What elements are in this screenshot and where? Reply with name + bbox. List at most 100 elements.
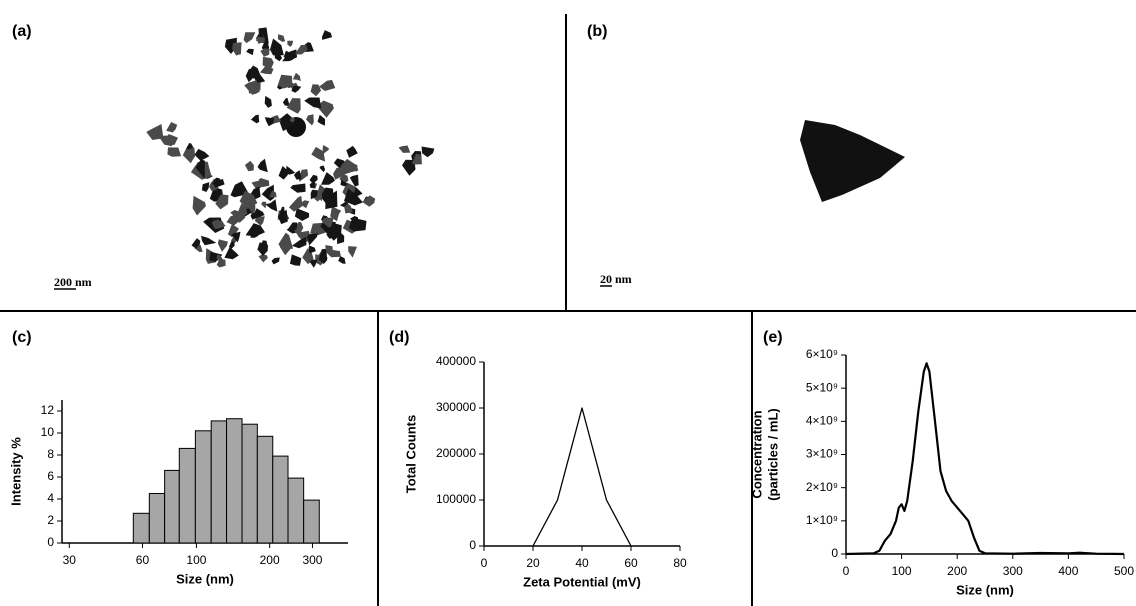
y-tick-label: 5×10⁹ xyxy=(806,380,838,394)
particle xyxy=(310,189,318,200)
particle xyxy=(166,122,178,133)
particle xyxy=(265,199,278,212)
particle xyxy=(283,50,293,61)
scale-bar-label: 20 nm xyxy=(600,272,632,286)
particle xyxy=(349,174,359,187)
particle xyxy=(277,74,293,89)
x-tick-label: 300 xyxy=(1003,564,1023,578)
panel-label: (c) xyxy=(12,329,32,346)
bar xyxy=(178,447,196,544)
particle xyxy=(250,114,260,124)
particle xyxy=(264,95,272,108)
x-tick-label: 60 xyxy=(136,553,150,567)
x-tick-label: 400 xyxy=(1058,564,1078,578)
x-tick-label: 80 xyxy=(673,556,687,570)
particle xyxy=(321,172,335,185)
particle xyxy=(326,230,336,239)
panel-label: (d) xyxy=(389,329,409,346)
particle xyxy=(262,56,274,70)
x-tick-label: 0 xyxy=(481,556,488,570)
particle xyxy=(239,190,258,208)
particle xyxy=(217,239,228,252)
x-tick-label: 40 xyxy=(575,556,589,570)
particle xyxy=(211,220,226,230)
particle xyxy=(254,73,266,84)
y-tick-label: 2×10⁹ xyxy=(806,480,838,494)
particle xyxy=(261,201,267,209)
particle xyxy=(290,183,306,193)
x-tick-label: 60 xyxy=(624,556,638,570)
particle xyxy=(308,245,316,254)
y-tick-label: 6×10⁹ xyxy=(806,347,838,361)
particle xyxy=(319,165,326,173)
particle xyxy=(309,259,318,268)
particle xyxy=(255,36,265,44)
particle xyxy=(274,54,283,62)
y-tick-label: 10 xyxy=(41,425,55,439)
bar xyxy=(256,435,274,544)
particle xyxy=(343,188,363,206)
particle xyxy=(191,238,201,249)
particle xyxy=(353,187,363,197)
particle xyxy=(215,194,229,210)
particle xyxy=(311,146,326,162)
particle xyxy=(316,100,334,118)
particle xyxy=(349,216,359,223)
particle xyxy=(257,158,268,173)
particle xyxy=(310,84,322,97)
x-axis-title: Zeta Potential (mV) xyxy=(523,574,641,589)
x-tick-label: 300 xyxy=(302,553,322,567)
bar xyxy=(164,469,180,544)
particle xyxy=(231,231,241,243)
panel-label: (a) xyxy=(12,23,32,40)
particle xyxy=(194,244,203,252)
particle xyxy=(163,134,178,146)
tem-images xyxy=(146,27,905,268)
particle xyxy=(362,195,376,207)
particle xyxy=(321,217,334,228)
particle xyxy=(341,158,359,173)
particle xyxy=(325,190,338,210)
particle xyxy=(291,236,307,249)
particle xyxy=(201,235,217,246)
y-tick-label: 400000 xyxy=(436,354,476,368)
particle xyxy=(307,233,318,246)
particle xyxy=(322,30,333,40)
particle xyxy=(264,117,275,127)
x-tick-label: 20 xyxy=(526,556,540,570)
particle xyxy=(257,242,268,256)
y-tick-label: 4×10⁹ xyxy=(806,414,838,428)
particle xyxy=(306,114,314,126)
y-axis-title: Concentration xyxy=(749,410,764,498)
particle xyxy=(253,82,261,95)
particle xyxy=(286,98,301,114)
particle xyxy=(325,245,333,255)
particle xyxy=(344,203,353,214)
x-tick-label: 200 xyxy=(260,553,280,567)
particle xyxy=(278,166,290,180)
particle xyxy=(194,148,210,161)
particle xyxy=(289,117,295,123)
particle xyxy=(251,180,265,191)
x-axis-title: Size (nm) xyxy=(956,582,1014,597)
particle xyxy=(309,181,315,189)
y-tick-label: 100000 xyxy=(436,492,476,506)
x-tick-label: 500 xyxy=(1114,564,1134,578)
particle xyxy=(192,195,206,216)
particle xyxy=(317,114,326,126)
bar xyxy=(210,420,228,544)
particle xyxy=(277,209,288,225)
particle xyxy=(195,159,205,179)
particle xyxy=(201,182,210,192)
y-axis-title: (particles / mL) xyxy=(765,408,780,500)
particle xyxy=(246,48,254,56)
particle xyxy=(421,146,435,158)
bar xyxy=(226,418,243,544)
particle xyxy=(186,143,194,150)
particle xyxy=(232,210,246,223)
particle xyxy=(271,257,280,265)
particle xyxy=(245,68,258,83)
particle xyxy=(294,208,310,221)
x-tick-label: 100 xyxy=(892,564,912,578)
y-tick-label: 3×10⁹ xyxy=(806,447,838,461)
